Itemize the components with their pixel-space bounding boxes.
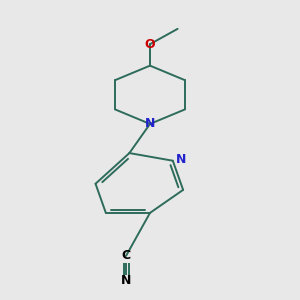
- Text: O: O: [145, 38, 155, 51]
- Text: N: N: [145, 117, 155, 130]
- Text: C: C: [122, 249, 130, 262]
- Text: N: N: [176, 153, 186, 166]
- Text: N: N: [121, 274, 131, 287]
